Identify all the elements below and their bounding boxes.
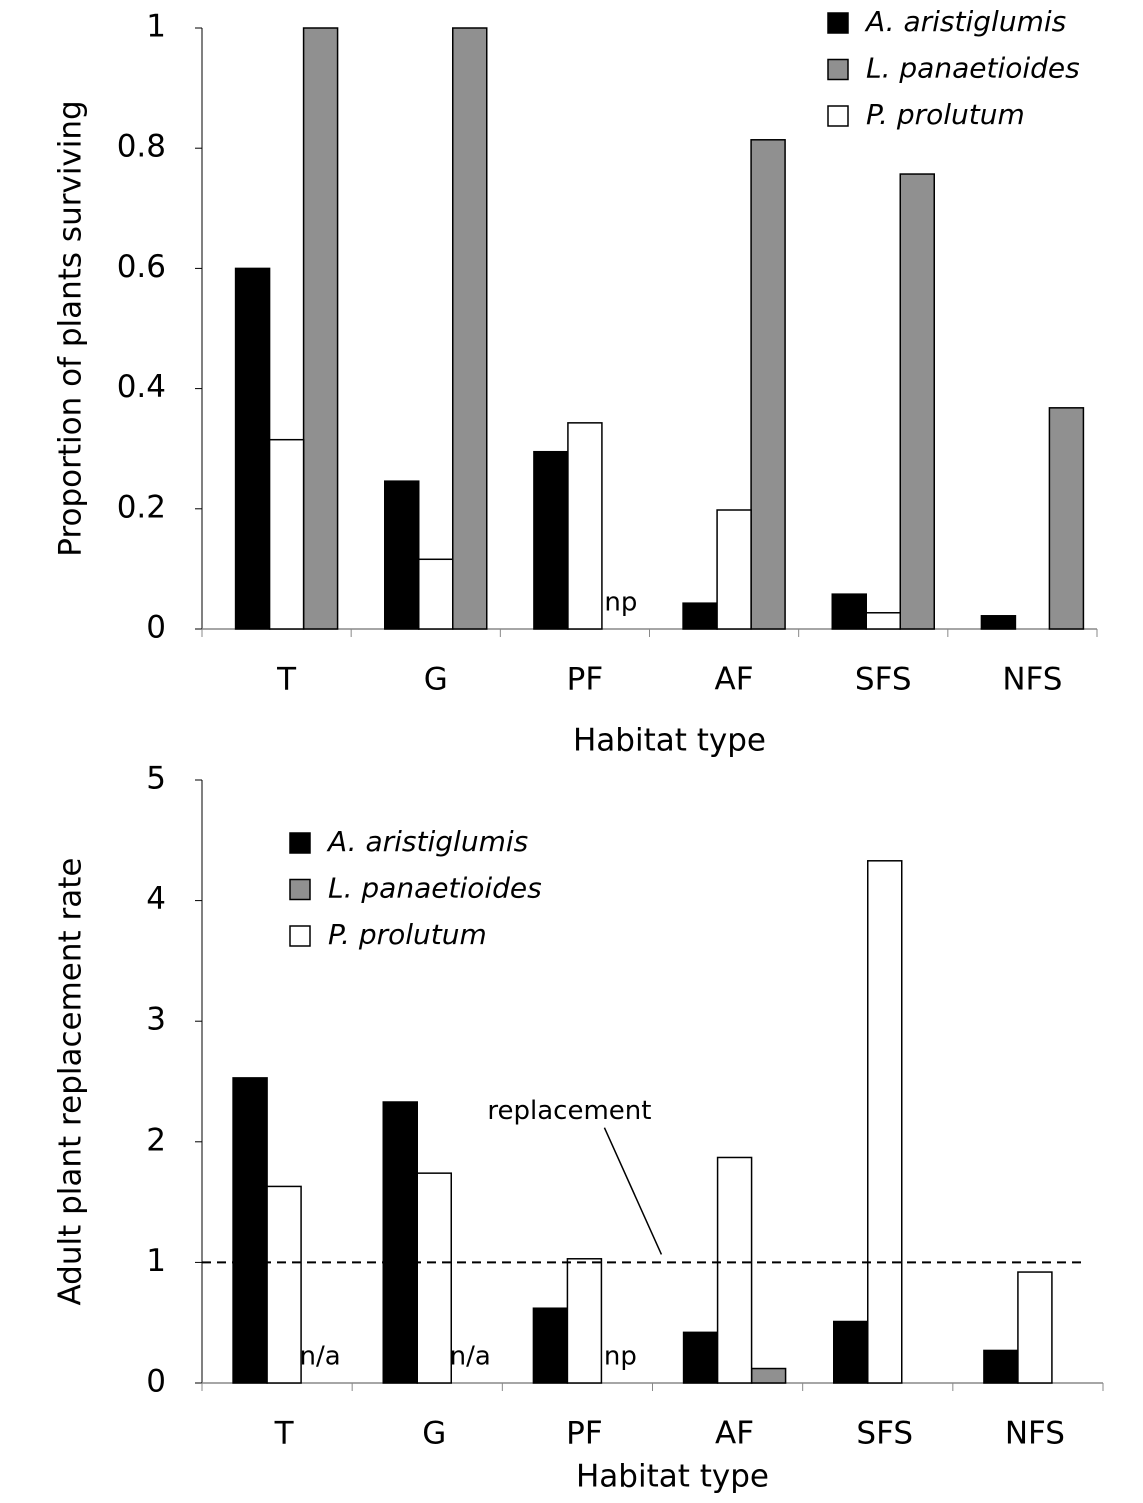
x-tick-label: AF <box>715 662 754 698</box>
bar <box>452 27 488 630</box>
legend-swatch <box>289 832 311 854</box>
bar <box>567 422 603 630</box>
bar <box>416 1172 452 1384</box>
x-tick-label: NFS <box>1002 662 1062 698</box>
bar <box>716 1156 753 1384</box>
y-tick-label: 1 <box>146 9 166 45</box>
x-tick-label: AF <box>715 1416 754 1452</box>
bar <box>682 602 718 630</box>
legend-swatch <box>289 878 311 901</box>
x-axis-title: Habitat type <box>573 723 766 759</box>
x-tick-label: G <box>424 662 448 698</box>
bar <box>716 509 752 630</box>
bar <box>384 480 420 630</box>
bar <box>234 267 271 630</box>
bar <box>750 139 786 630</box>
y-tick-label: 0.8 <box>117 129 166 165</box>
bar <box>266 1185 302 1384</box>
bar <box>983 1349 1019 1384</box>
legend-swatch <box>289 925 311 947</box>
x-tick-label: T <box>274 1416 295 1452</box>
y-axis-title: Proportion of plants surviving <box>53 100 89 556</box>
x-tick-label: T <box>276 662 297 698</box>
x-tick-label: PF <box>567 662 604 698</box>
bar <box>899 173 935 630</box>
bar <box>268 438 305 630</box>
bar <box>1017 1271 1053 1384</box>
y-axis-title: Adult plant replacement rate <box>53 858 89 1306</box>
legend-label: P. prolutum <box>866 98 1025 131</box>
bar <box>865 612 901 630</box>
legend-swatch <box>827 105 849 127</box>
annotation: n/a <box>450 1342 491 1372</box>
y-tick-label: 5 <box>146 761 166 797</box>
legend-swatch <box>827 58 849 81</box>
bar <box>750 1367 787 1384</box>
legend-label: A. aristiglumis <box>864 5 1066 38</box>
y-tick-label: 1 <box>146 1243 166 1279</box>
bar <box>532 1307 569 1384</box>
leader-line <box>603 1127 663 1255</box>
x-tick-label: G <box>422 1416 446 1452</box>
legend-label: P. prolutum <box>328 918 487 951</box>
annotation: n/a <box>299 1342 340 1372</box>
bar <box>980 615 1017 630</box>
y-tick-label: 3 <box>146 1002 166 1038</box>
bar <box>833 1320 869 1384</box>
bar <box>566 1258 603 1384</box>
x-tick-label: SFS <box>856 1416 913 1452</box>
x-axis-title: Habitat type <box>576 1459 769 1495</box>
bar <box>302 27 339 630</box>
y-tick-label: 0.4 <box>117 369 166 405</box>
y-tick-label: 0 <box>146 610 166 646</box>
annotation: np <box>604 588 637 618</box>
y-tick-label: 0.2 <box>117 489 166 525</box>
bar <box>1048 407 1085 630</box>
legend-label: A. aristiglumis <box>326 825 528 858</box>
bar <box>418 558 454 630</box>
legend-label: L. panaetioides <box>866 52 1080 85</box>
reference-label: replacement <box>487 1096 651 1126</box>
legend-swatch <box>827 12 849 34</box>
y-tick-label: 0 <box>146 1364 166 1400</box>
y-tick-label: 2 <box>146 1122 166 1158</box>
y-tick-label: 4 <box>146 881 166 917</box>
bar <box>533 450 569 630</box>
x-tick-label: SFS <box>855 662 912 698</box>
bar <box>232 1077 268 1384</box>
annotation: np <box>604 1342 637 1372</box>
y-tick-label: 0.6 <box>117 249 166 285</box>
bar <box>831 593 867 630</box>
bar <box>682 1331 719 1384</box>
legend-label: L. panaetioides <box>328 872 542 905</box>
x-tick-label: NFS <box>1005 1416 1065 1452</box>
bar <box>867 860 903 1384</box>
x-tick-label: PF <box>566 1416 603 1452</box>
bar <box>382 1101 418 1384</box>
